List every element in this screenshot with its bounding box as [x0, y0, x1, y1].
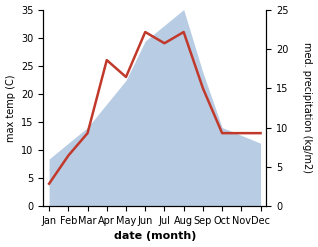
X-axis label: date (month): date (month) [114, 231, 196, 242]
Y-axis label: max temp (C): max temp (C) [5, 74, 16, 142]
Y-axis label: med. precipitation (kg/m2): med. precipitation (kg/m2) [302, 42, 313, 173]
